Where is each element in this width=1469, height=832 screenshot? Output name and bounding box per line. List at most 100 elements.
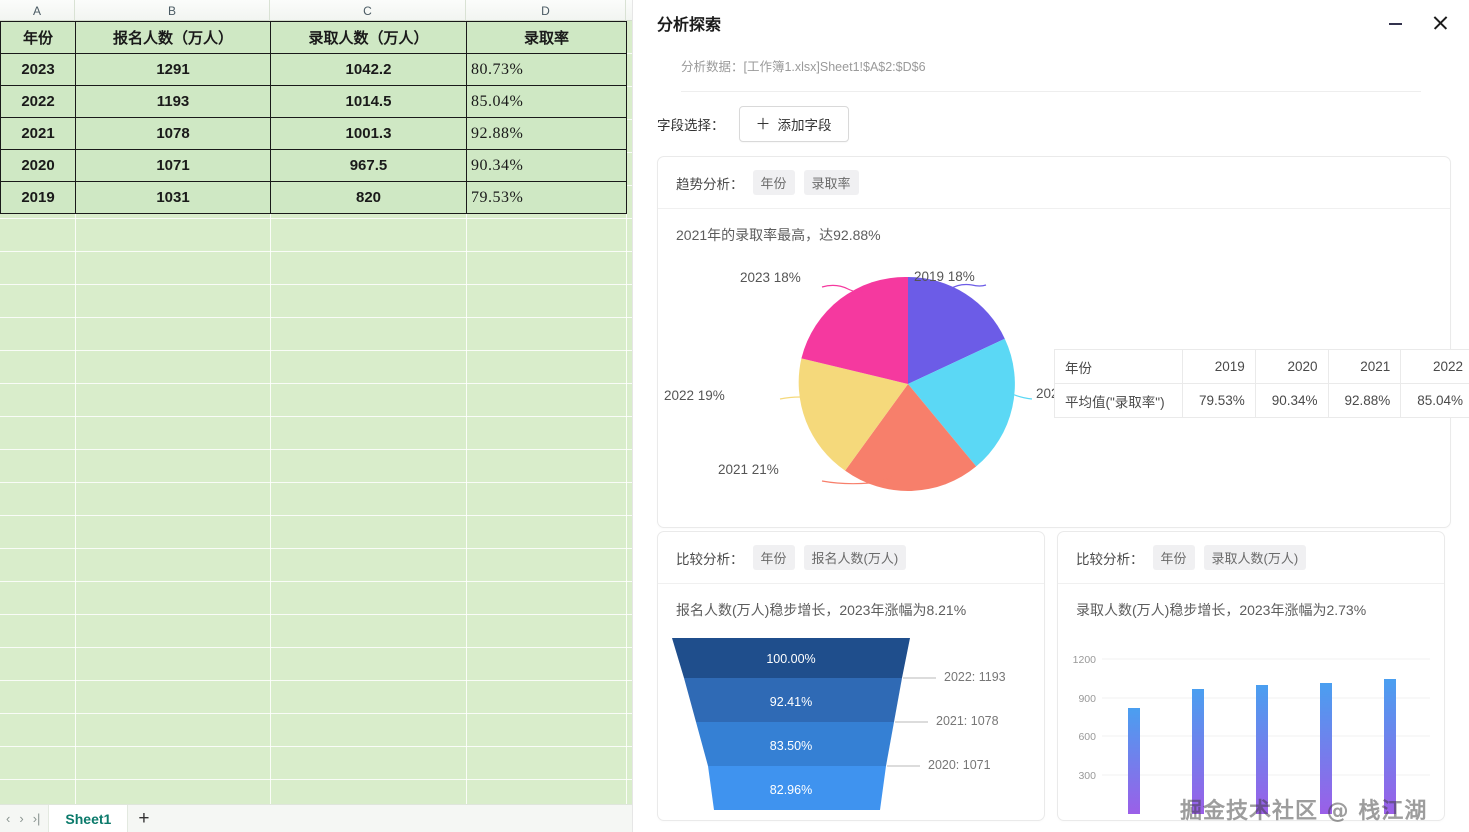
prev-sheet-icon[interactable]: ‹ <box>6 811 11 826</box>
compare-right-chip-year[interactable]: 年份 <box>1152 545 1195 570</box>
table-row[interactable]: 2019 1031 820 79.53% <box>0 181 627 214</box>
pivot-year-2020: 2020 <box>1254 349 1329 384</box>
cell-year[interactable]: 2020 <box>0 149 76 182</box>
column-header-b[interactable]: B <box>75 0 270 21</box>
trend-chip-year[interactable]: 年份 <box>752 170 795 195</box>
pivot-year-2019: 2019 <box>1182 349 1256 384</box>
funnel-segment-2020[interactable] <box>708 766 886 810</box>
cell-admitted[interactable]: 820 <box>270 181 467 214</box>
data-table: 年份 报名人数（万人） 录取人数（万人） 录取率 2023 1291 1042.… <box>0 21 627 214</box>
compare-right-header: 比较分析： 年份 录取人数(万人) <box>1058 532 1444 584</box>
spreadsheet-area: A B C D 年份 报名人数（万人） 录取人数（万人） 录取率 2023 12… <box>0 0 632 832</box>
column-header-c[interactable]: C <box>270 0 466 21</box>
pivot-metric-label: 平均值("录取率") <box>1054 383 1183 418</box>
compare-right-title: 比较分析： <box>1076 551 1144 567</box>
table-row[interactable]: 2020 1071 967.5 90.34% <box>0 149 627 182</box>
compare-left-chip-metric[interactable]: 报名人数(万人) <box>803 545 907 570</box>
funnel-pct-2022: 92.41% <box>770 695 812 709</box>
sheet-tab-sheet1[interactable]: Sheet1 <box>48 804 129 832</box>
table-row[interactable]: 2022 1193 1014.5 85.04% <box>0 85 627 118</box>
next-sheet-icon[interactable]: › <box>19 811 24 826</box>
pivot-year-2021: 2021 <box>1327 349 1402 384</box>
pie-leader-2022 <box>779 396 801 400</box>
cell-applied[interactable]: 1078 <box>75 117 271 150</box>
cell-year[interactable]: 2019 <box>0 181 76 214</box>
column-header-a[interactable]: A <box>0 0 75 21</box>
bar-2021[interactable] <box>1256 685 1268 814</box>
pie-label-2023: 2023 18% <box>740 270 801 285</box>
cell-rate[interactable]: 85.04% <box>466 85 627 118</box>
pie-label-2021: 2021 21% <box>718 462 779 477</box>
pie-slice-2021[interactable] <box>845 384 977 491</box>
compare-left-header: 比较分析： 年份 报名人数(万人) <box>658 532 1044 584</box>
pie-label-2019: 2019 18% <box>914 269 975 284</box>
column-headers: A B C D <box>0 0 632 21</box>
pie-slice-2019[interactable] <box>908 277 1005 384</box>
compare-left-title: 比较分析： <box>676 551 744 567</box>
sheet-nav-arrows: ‹ › ›| <box>4 811 48 826</box>
window-controls <box>1385 12 1451 34</box>
cell-admitted[interactable]: 967.5 <box>270 149 467 182</box>
funnel-segment-2021[interactable] <box>696 722 894 766</box>
pie-chart: 2019 18% 2020 21% 2021 21% 2022 19% 2023… <box>664 259 1098 509</box>
cell-rate[interactable]: 90.34% <box>466 149 627 182</box>
funnel-side-label-2022: 2022: 1193 <box>944 670 1006 684</box>
cell-year[interactable]: 2021 <box>0 117 76 150</box>
funnel-side-label-2021: 2021: 1078 <box>936 714 999 728</box>
funnel-segment-2023[interactable] <box>672 638 910 678</box>
funnel-pct-2021: 83.50% <box>770 739 812 753</box>
cell-applied[interactable]: 1291 <box>75 53 271 86</box>
trend-analysis-card: 趋势分析： 年份 录取率 2021年的录取率最高，达92.88% <box>657 156 1469 528</box>
grid-vertical-lines <box>0 21 632 811</box>
cell-rate[interactable]: 79.53% <box>466 181 627 214</box>
cell-applied[interactable]: 1193 <box>75 85 271 118</box>
pie-chart-svg <box>779 276 1033 491</box>
plus-icon: ＋ <box>755 115 771 133</box>
cell-admitted[interactable]: 1014.5 <box>270 85 467 118</box>
compare-right-chip-metric[interactable]: 录取人数(万人) <box>1203 545 1307 570</box>
bar-2019[interactable] <box>1128 708 1140 814</box>
field-select-label: 字段选择： <box>657 118 725 133</box>
bar-chart: 1200 900 600 300 <box>1058 632 1444 822</box>
add-field-button[interactable]: ＋ 添加字段 <box>738 106 849 142</box>
pivot-value-2022: 85.04% <box>1400 383 1469 418</box>
funnel-chart: 100.00% 92.41% 83.50% 82.96% 2022: 1193 … <box>658 632 1044 822</box>
header-cell-applied: 报名人数（万人） <box>75 21 271 54</box>
cell-rate[interactable]: 92.88% <box>466 117 627 150</box>
cell-admitted[interactable]: 1042.2 <box>270 53 467 86</box>
data-source-label: 分析数据：[工作簿1.xlsx]Sheet1!$A$2:$D$6 <box>681 46 1421 92</box>
pivot-year-2022: 2022 <box>1400 349 1469 384</box>
bar-2020[interactable] <box>1192 689 1204 814</box>
ytick-900: 900 <box>1078 693 1096 705</box>
pivot-row-header-label: 年份 <box>1054 349 1183 384</box>
cell-admitted[interactable]: 1001.3 <box>270 117 467 150</box>
header-cell-rate: 录取率 <box>466 21 627 54</box>
table-row[interactable]: 2023 1291 1042.2 80.73% <box>0 53 627 86</box>
pie-slice-2020[interactable] <box>908 338 1015 467</box>
funnel-pct-2020: 82.96% <box>770 783 812 797</box>
cell-year[interactable]: 2022 <box>0 85 76 118</box>
minimize-icon[interactable] <box>1385 12 1407 34</box>
analysis-panel: 分析探索 分析数据：[工作簿1.xlsx]Sheet1!$A$2:$D$6 字段… <box>632 0 1469 832</box>
column-header-d[interactable]: D <box>466 0 626 21</box>
compare-left-chip-year[interactable]: 年份 <box>752 545 795 570</box>
cell-rate[interactable]: 80.73% <box>466 53 627 86</box>
compare-analysis-card-admitted: 比较分析： 年份 录取人数(万人) 录取人数(万人)稳步增长，2023年涨幅为2… <box>1057 531 1445 821</box>
cell-applied[interactable]: 1031 <box>75 181 271 214</box>
funnel-segment-2022[interactable] <box>684 678 902 722</box>
bar-2022[interactable] <box>1320 683 1332 814</box>
cell-year[interactable]: 2023 <box>0 53 76 86</box>
pivot-value-row: 平均值("录取率") 79.53% 90.34% 92.88% 85.04% <box>1054 383 1469 418</box>
table-row[interactable]: 2021 1078 1001.3 92.88% <box>0 117 627 150</box>
field-select-row: 字段选择： ＋ 添加字段 <box>633 92 1469 156</box>
last-sheet-icon[interactable]: ›| <box>32 811 41 826</box>
trend-chip-rate[interactable]: 录取率 <box>803 170 859 195</box>
ytick-600: 600 <box>1078 731 1096 743</box>
bar-2023[interactable] <box>1384 679 1396 814</box>
compare-analysis-card-applied: 比较分析： 年份 报名人数(万人) 报名人数(万人)稳步增长，2023年涨幅为8… <box>657 531 1045 821</box>
pie-slice-2023[interactable] <box>801 276 908 384</box>
cell-applied[interactable]: 1071 <box>75 149 271 182</box>
pie-slice-2022[interactable] <box>798 358 908 471</box>
close-icon[interactable] <box>1429 12 1451 34</box>
add-sheet-icon[interactable]: + <box>138 808 150 829</box>
